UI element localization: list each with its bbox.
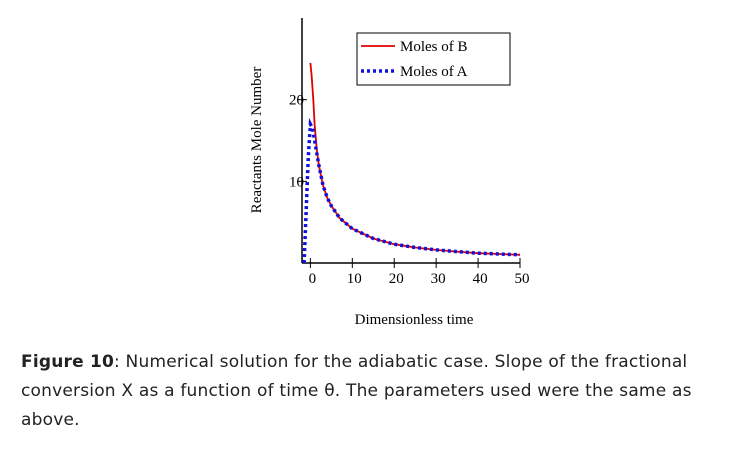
- x-tick-label: 30: [431, 271, 446, 287]
- x-tick-label: 0: [309, 271, 317, 287]
- caption: Figure 10: Numerical solution for the ad…: [21, 348, 721, 435]
- legend-label: Moles of B: [400, 39, 468, 55]
- legend-label: Moles of A: [400, 64, 468, 80]
- series-line: [302, 117, 521, 264]
- x-axis-title: Dimensionless time: [355, 312, 474, 328]
- series-line: [309, 62, 521, 256]
- caption-label: Figure 10: [21, 352, 115, 372]
- y-axis-title: Reactants Mole Number: [249, 67, 265, 214]
- x-tick-label: 10: [347, 271, 362, 287]
- x-tick-label: 20: [389, 271, 404, 287]
- x-tick-label: 40: [473, 271, 488, 287]
- x-tick-label: 50: [515, 271, 530, 287]
- y-tick-label: 20: [289, 93, 304, 109]
- caption-text: : Numerical solution for the adiabatic c…: [21, 352, 692, 430]
- chart: Dimensionless time Reactants Mole Number…: [249, 18, 530, 328]
- y-tick-label: 10: [289, 174, 304, 190]
- legend-box: [356, 32, 511, 86]
